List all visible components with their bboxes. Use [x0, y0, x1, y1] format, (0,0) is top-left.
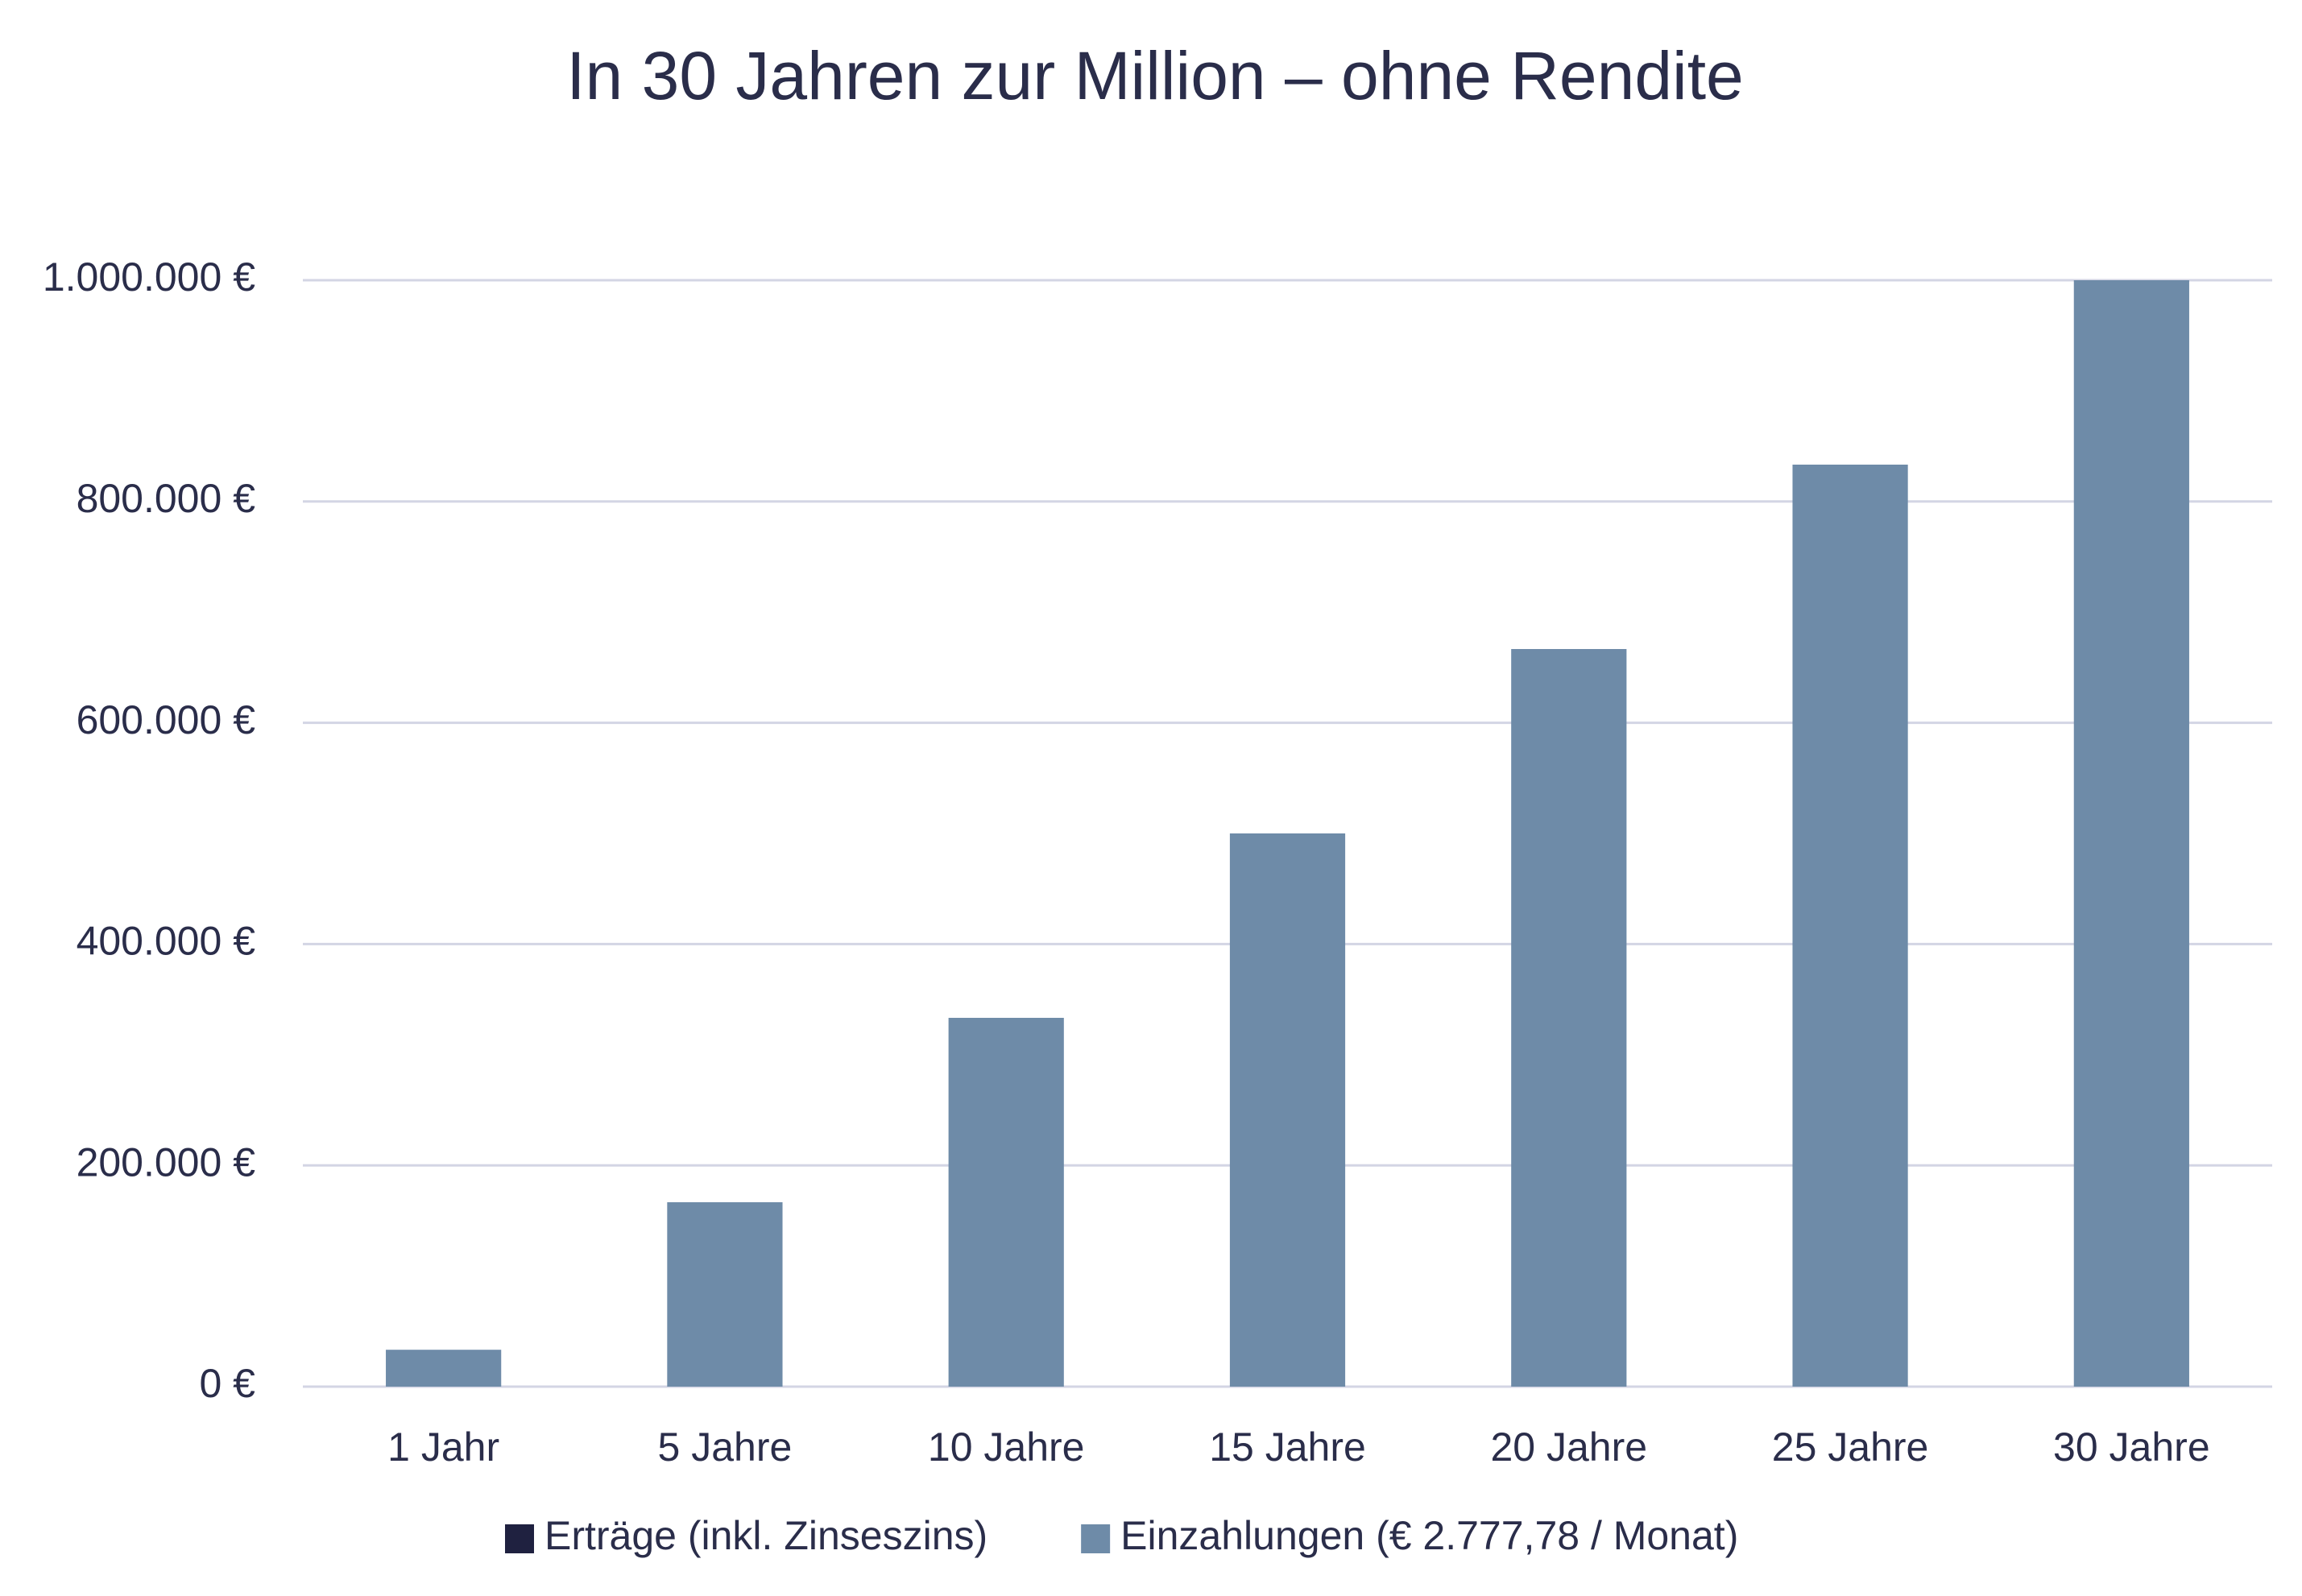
y-tick-label: 1.000.000 € [43, 254, 255, 300]
y-tick-label: 400.000 € [77, 919, 256, 964]
legend-swatch [505, 1524, 534, 1553]
legend-label: Erträge (inkl. Zinseszins) [544, 1513, 987, 1558]
bar [1511, 648, 1627, 1387]
bar [948, 1018, 1064, 1387]
x-tick-label: 25 Jahre [1772, 1424, 1929, 1470]
legend-label: Einzahlungen (€ 2.777,78 / Monat) [1120, 1513, 1738, 1558]
y-tick-label: 800.000 € [77, 476, 256, 521]
x-tick-label: 30 Jahre [2053, 1424, 2210, 1470]
x-tick-label: 10 Jahre [928, 1424, 1085, 1470]
x-tick-label: 5 Jahre [658, 1424, 793, 1470]
bar [386, 1350, 502, 1387]
x-tick-label: 15 Jahre [1209, 1424, 1366, 1470]
y-tick-label: 0 € [199, 1361, 255, 1406]
legend-swatch [1081, 1524, 1111, 1553]
x-tick-label: 20 Jahre [1490, 1424, 1647, 1470]
y-tick-label: 600.000 € [77, 697, 256, 742]
bar [1792, 465, 1908, 1387]
chart-title: In 30 Jahren zur Million – ohne Rendite [566, 38, 1744, 114]
x-tick-label: 1 Jahr [387, 1424, 499, 1470]
bar [1229, 833, 1346, 1387]
bar [667, 1201, 783, 1387]
y-tick-label: 200.000 € [77, 1139, 256, 1185]
bar [2073, 280, 2189, 1387]
